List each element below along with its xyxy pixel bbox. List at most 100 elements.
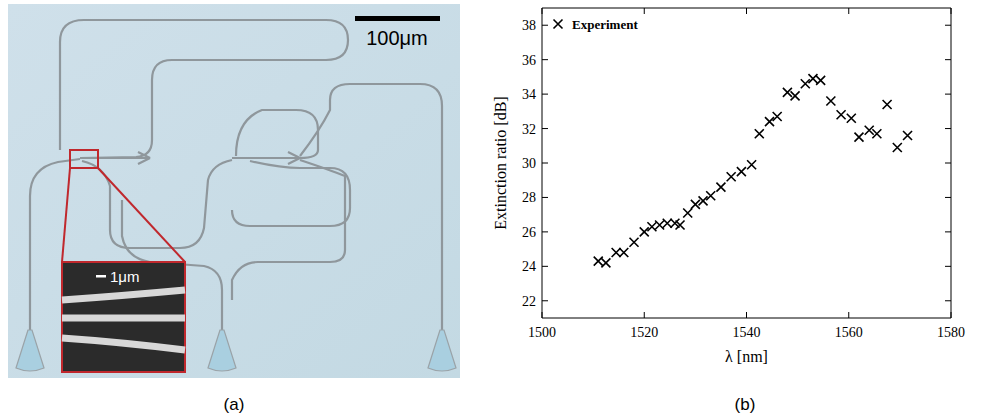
waveguide <box>232 152 300 164</box>
x-axis-title: λ [nm] <box>725 348 768 365</box>
x-tick <box>848 312 849 318</box>
data-point <box>893 143 902 152</box>
x-tick <box>848 8 849 14</box>
inset-scale-label: 1μm <box>110 268 139 285</box>
grating-coupler <box>208 330 236 371</box>
data-point <box>854 133 863 142</box>
data-point <box>737 167 746 176</box>
data-point <box>755 129 764 138</box>
y-tick-label: 22 <box>522 294 536 309</box>
data-point <box>601 258 610 267</box>
y-tick <box>945 94 951 95</box>
sem-waveguide <box>62 338 185 350</box>
waveguide <box>232 160 345 300</box>
grating-coupler <box>16 330 44 371</box>
sem-waveguide <box>62 290 185 300</box>
y-tick-label: 30 <box>522 156 536 171</box>
data-point <box>655 221 664 230</box>
data-point <box>663 219 672 228</box>
waveguide <box>82 160 232 248</box>
y-tick-label: 34 <box>522 87 536 102</box>
y-tick-label: 28 <box>522 190 536 205</box>
y-tick <box>945 197 951 198</box>
x-tick-label: 1520 <box>630 325 658 340</box>
data-point <box>683 208 692 217</box>
panel-label: (b) <box>735 395 756 414</box>
data-points <box>594 74 912 267</box>
x-tick-label: 1500 <box>528 325 556 340</box>
y-tick <box>542 94 548 95</box>
x-tick <box>951 312 952 318</box>
y-tick <box>542 231 548 232</box>
data-point <box>594 257 603 266</box>
y-tick <box>945 266 951 267</box>
legend: Experiment <box>554 17 639 32</box>
x-tick <box>644 8 645 14</box>
sem-inset <box>62 262 185 372</box>
data-point <box>706 191 715 200</box>
y-tick <box>945 59 951 60</box>
data-point <box>630 238 639 247</box>
y-axis-title: Extinction ratio [dB] <box>492 96 509 229</box>
x-tick <box>542 8 543 14</box>
waveguide <box>236 110 318 158</box>
figure: 100μm1μm(a)(b)15001520154015601580222426… <box>0 0 994 418</box>
data-point <box>773 112 782 121</box>
data-point <box>716 183 725 192</box>
y-tick <box>945 128 951 129</box>
y-tick-label: 24 <box>522 259 536 274</box>
y-tick <box>542 300 548 301</box>
x-tick-label: 1560 <box>835 325 863 340</box>
y-tick <box>542 128 548 129</box>
x-tick <box>542 312 543 318</box>
panel-b: 1500 1520 1540 1560 1580 22 24 26 28 30 32 34 36 38 λ … <box>492 8 965 365</box>
y-tick-label: 36 <box>522 53 536 68</box>
x-tick-label: 1580 <box>937 325 965 340</box>
y-tick-label: 38 <box>522 18 536 33</box>
grating-coupler <box>428 330 456 371</box>
data-point <box>727 172 736 181</box>
data-point <box>816 76 825 85</box>
waveguide <box>60 20 348 158</box>
data-point <box>619 248 628 257</box>
x-tick <box>644 312 645 318</box>
data-point <box>883 100 892 109</box>
y-tick <box>945 300 951 301</box>
x-tick <box>746 8 747 14</box>
zoom-box <box>70 150 98 168</box>
data-point <box>903 131 912 140</box>
data-point <box>801 79 810 88</box>
data-point <box>647 222 656 231</box>
waveguide <box>80 152 150 164</box>
data-point <box>847 114 856 123</box>
y-tick-label: 26 <box>522 225 536 240</box>
data-point <box>640 227 649 236</box>
y-tick-label: 32 <box>522 122 536 137</box>
y-tick <box>542 59 548 60</box>
legend-marker <box>554 20 563 29</box>
panel-label: (a) <box>224 395 245 414</box>
zoom-line <box>62 168 70 262</box>
data-point <box>747 160 756 169</box>
sem-waveguide <box>62 315 185 322</box>
micrograph-background <box>8 4 460 378</box>
legend-label: Experiment <box>572 17 638 32</box>
scale-bar <box>355 16 440 21</box>
zoom-line <box>98 168 185 262</box>
y-tick <box>542 163 548 164</box>
x-tick <box>746 312 747 318</box>
data-point <box>765 117 774 126</box>
data-point <box>826 97 835 106</box>
y-tick <box>542 197 548 198</box>
y-tick <box>542 25 548 26</box>
data-point <box>808 74 817 83</box>
inset-scale-bar <box>96 275 106 278</box>
y-tick <box>542 266 548 267</box>
y-tick <box>945 231 951 232</box>
waveguide <box>300 84 442 330</box>
x-tick <box>951 8 952 14</box>
data-point <box>837 110 846 119</box>
x-tick-label: 1540 <box>733 325 761 340</box>
y-tick <box>945 25 951 26</box>
data-point <box>612 248 621 257</box>
